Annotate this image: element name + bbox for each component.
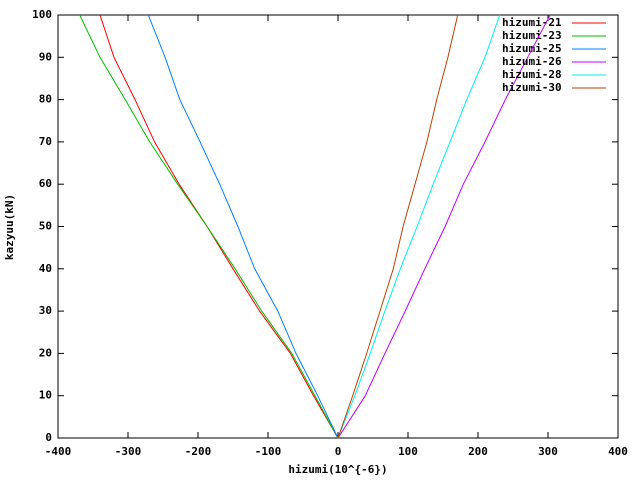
y-tick-label: 50 <box>39 220 52 233</box>
y-tick-label: 40 <box>39 262 52 275</box>
y-tick-label: 80 <box>39 93 52 106</box>
x-axis-label: hizumi(10^{-6}) <box>288 463 387 476</box>
legend-label: hizumi-26 <box>502 55 562 68</box>
x-tick-label: 0 <box>335 445 342 458</box>
y-tick-label: 90 <box>39 50 52 63</box>
y-tick-label: 10 <box>39 389 52 402</box>
x-tick-label: -300 <box>115 445 142 458</box>
y-tick-label: 60 <box>39 177 52 190</box>
x-tick-label: 200 <box>468 445 488 458</box>
y-tick-label: 100 <box>32 8 52 21</box>
y-tick-label: 0 <box>45 431 52 444</box>
x-tick-label: -200 <box>185 445 212 458</box>
series-line <box>79 14 339 439</box>
series-line <box>337 14 459 439</box>
series-line <box>147 14 339 439</box>
x-tick-label: -100 <box>255 445 282 458</box>
series-line <box>99 14 339 439</box>
legend-label: hizumi-30 <box>502 81 562 94</box>
x-tick-label: 100 <box>398 445 418 458</box>
x-tick-label: 300 <box>538 445 558 458</box>
y-tick-label: 70 <box>39 135 52 148</box>
series-line <box>337 14 551 439</box>
y-axis-label: kazyuu(kN) <box>3 194 16 260</box>
legend-label: hizumi-23 <box>502 29 562 42</box>
legend-label: hizumi-28 <box>502 68 562 81</box>
x-tick-label: 400 <box>608 445 628 458</box>
x-tick-label: -400 <box>45 445 72 458</box>
legend-label: hizumi-21 <box>502 16 562 29</box>
series-line <box>337 14 501 439</box>
y-tick-label: 20 <box>39 346 52 359</box>
y-tick-label: 30 <box>39 304 52 317</box>
